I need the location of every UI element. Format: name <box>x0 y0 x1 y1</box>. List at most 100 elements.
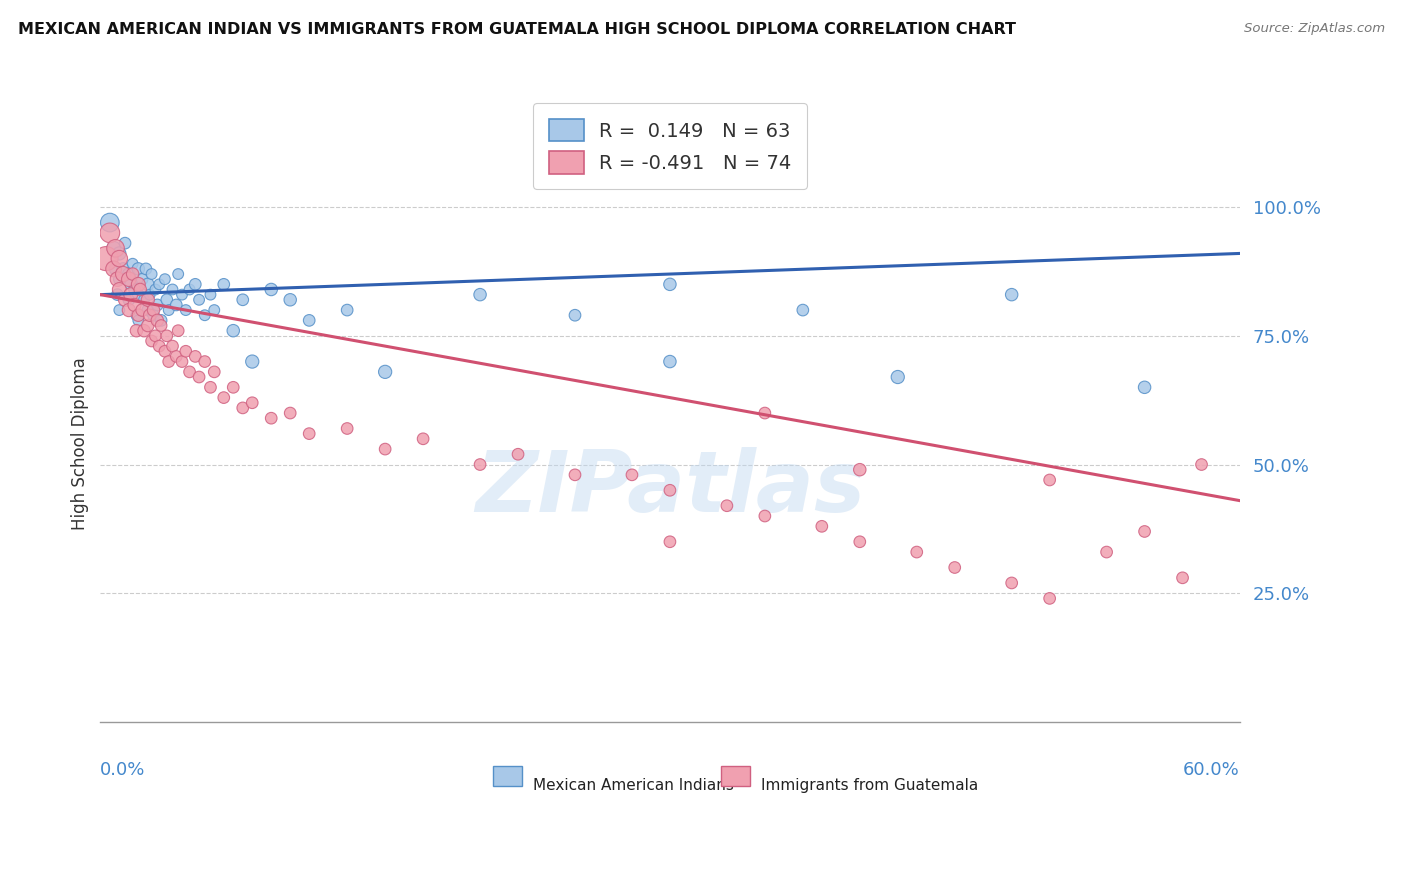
Point <box>107 272 129 286</box>
Point <box>658 483 681 498</box>
Point <box>179 365 201 379</box>
Point <box>1095 545 1118 559</box>
Point <box>124 298 146 312</box>
Point <box>298 313 321 327</box>
Point <box>108 303 131 318</box>
Point <box>157 354 180 368</box>
Point <box>1191 458 1213 472</box>
Point <box>131 303 153 318</box>
Point <box>165 350 187 364</box>
Point <box>564 308 586 322</box>
Point <box>468 287 491 301</box>
Point <box>146 298 169 312</box>
Point <box>127 277 149 292</box>
Point <box>374 442 396 456</box>
Point <box>132 324 155 338</box>
Point <box>112 261 135 276</box>
Point <box>127 287 149 301</box>
Point <box>232 401 254 415</box>
Point <box>620 467 643 482</box>
Point <box>153 272 176 286</box>
Point <box>658 354 681 368</box>
Point <box>905 545 928 559</box>
Point <box>811 519 834 533</box>
Text: Mexican American Indians: Mexican American Indians <box>533 778 734 793</box>
Point <box>222 324 245 338</box>
Point <box>136 303 159 318</box>
Point <box>141 267 163 281</box>
Point <box>153 344 176 359</box>
Point <box>1039 473 1062 487</box>
FancyBboxPatch shape <box>494 766 522 786</box>
Point <box>125 308 148 322</box>
Point <box>202 365 225 379</box>
Point <box>240 396 263 410</box>
Point <box>174 303 197 318</box>
Point <box>188 293 211 307</box>
Point <box>174 344 197 359</box>
Point <box>145 328 167 343</box>
Point <box>506 447 529 461</box>
Point <box>120 277 142 292</box>
Point <box>138 308 160 322</box>
Point <box>108 246 131 260</box>
Y-axis label: High School Diploma: High School Diploma <box>72 358 89 531</box>
Point <box>142 303 165 318</box>
Point <box>112 267 135 281</box>
Point <box>468 458 491 472</box>
Text: Immigrants from Guatemala: Immigrants from Guatemala <box>761 778 979 793</box>
Point <box>103 241 125 255</box>
Point <box>754 406 776 420</box>
Point <box>184 350 207 364</box>
Point <box>118 303 141 318</box>
Point <box>162 283 184 297</box>
Point <box>108 252 131 266</box>
Point <box>148 339 170 353</box>
Point <box>150 318 173 333</box>
Point <box>754 508 776 523</box>
Point <box>162 339 184 353</box>
Point <box>127 261 149 276</box>
Point <box>1381 287 1403 301</box>
Point <box>108 283 131 297</box>
Point <box>145 283 167 297</box>
Point <box>118 293 141 307</box>
Point <box>114 293 136 307</box>
Point <box>1171 571 1194 585</box>
Point <box>125 324 148 338</box>
Point <box>124 283 146 297</box>
Point <box>336 421 359 435</box>
Point <box>412 432 434 446</box>
Point <box>374 365 396 379</box>
Point <box>121 257 143 271</box>
Point <box>170 287 193 301</box>
Point <box>107 287 129 301</box>
Text: MEXICAN AMERICAN INDIAN VS IMMIGRANTS FROM GUATEMALA HIGH SCHOOL DIPLOMA CORRELA: MEXICAN AMERICAN INDIAN VS IMMIGRANTS FR… <box>18 22 1017 37</box>
Point <box>188 370 211 384</box>
Point <box>136 318 159 333</box>
Point <box>278 406 301 420</box>
Point <box>150 313 173 327</box>
Point <box>849 463 872 477</box>
Point <box>278 293 301 307</box>
Point <box>1001 576 1024 591</box>
Point <box>1001 287 1024 301</box>
Point <box>792 303 814 318</box>
Point <box>127 308 149 322</box>
Point <box>131 272 153 286</box>
Point <box>658 277 681 292</box>
Point <box>200 380 222 394</box>
Text: 60.0%: 60.0% <box>1182 761 1240 779</box>
Point <box>98 216 121 230</box>
Point <box>121 267 143 281</box>
Point <box>132 293 155 307</box>
Point <box>943 560 966 574</box>
Point <box>108 272 131 286</box>
Point <box>887 370 910 384</box>
Point <box>165 298 187 312</box>
Point <box>104 261 127 276</box>
Point <box>1039 591 1062 606</box>
Point <box>260 411 283 425</box>
Point <box>260 283 283 297</box>
Point <box>1323 261 1346 276</box>
